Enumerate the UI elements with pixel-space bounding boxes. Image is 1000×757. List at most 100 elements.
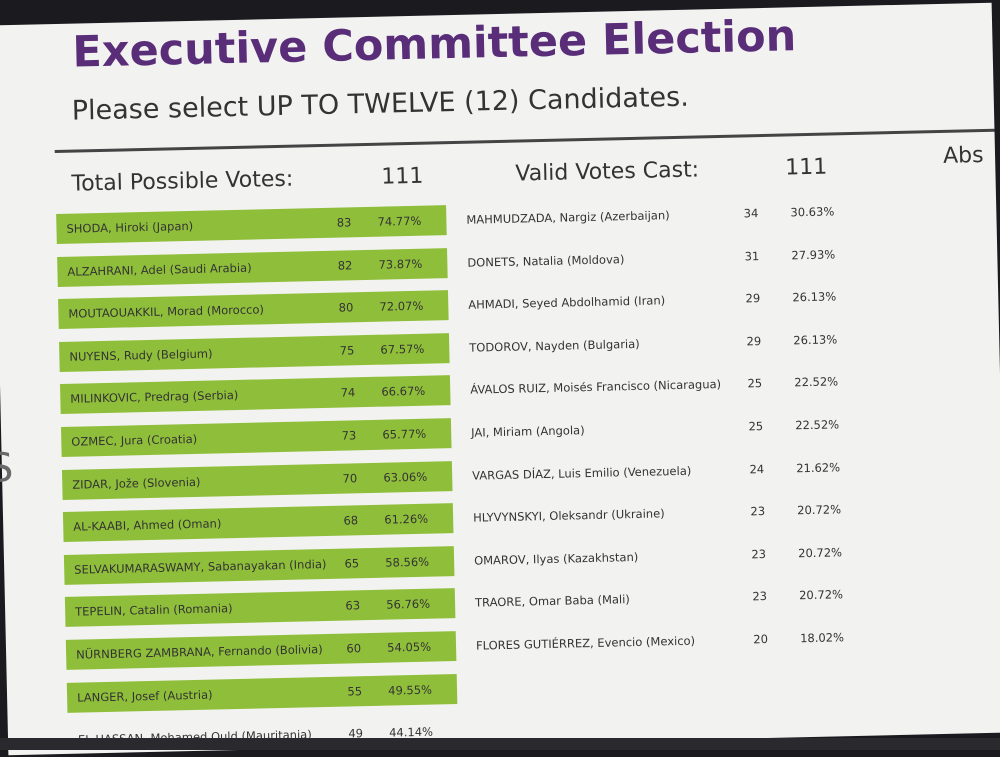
candidate-votes: 23 (752, 589, 768, 604)
candidate-percentage: 54.05% (387, 639, 432, 655)
candidate-name: MAHMUDZADA, Nargiz (Azerbaijan) (466, 208, 670, 227)
candidate-percentage: 61.26% (384, 511, 429, 527)
candidate-row: AHMADI, Seyed Abdolhamid (Iran) 29 26.13% (458, 281, 859, 320)
candidate-percentage: 73.87% (378, 256, 423, 272)
candidate-row: HLYVYNSKYI, Oleksandr (Ukraine) 23 20.72% (463, 494, 864, 533)
candidate-votes: 63 (345, 598, 361, 613)
candidate-row: ÁVALOS RUIZ, Moisés Francisco (Nicaragua… (460, 366, 861, 405)
candidate-votes: 29 (745, 291, 761, 306)
candidate-row: SHODA, Hiroki (Japan) 83 74.77% (56, 205, 447, 245)
candidate-name: FLORES GUTIÉRREZ, Evencio (Mexico) (475, 633, 696, 653)
candidate-row: OZMEC, Jura (Croatia) 73 65.77% (60, 418, 452, 457)
candidate-name: TRAORE, Omar Baba (Mali) (474, 592, 630, 611)
cropped-letter: S (0, 445, 14, 492)
candidate-percentage: 20.72% (797, 502, 842, 518)
candidate-votes: 24 (749, 461, 765, 476)
candidate-name: NÜRNBERG ZAMBRANA, Fernando (Bolivia) (75, 642, 323, 662)
candidate-name: SELVAKUMARASWAMY, Sabanayakan (India) (74, 556, 327, 577)
screen-bottom-bezel (0, 738, 1000, 750)
title-divider (54, 128, 995, 154)
valid-votes-value: 111 (785, 154, 828, 181)
candidate-votes: 68 (343, 513, 359, 528)
candidate-row: SELVAKUMARASWAMY, Sabanayakan (India) 65 5… (63, 545, 455, 585)
total-votes-label: Total Possible Votes: (71, 166, 294, 197)
candidate-name: NUYENS, Rudy (Belgium) (69, 346, 213, 364)
candidate-row: ZIDAR, Jože (Slovenia) 70 63.06% (61, 460, 453, 500)
candidate-row: AL-KAABI, Ahmed (Oman) 68 61.26% (62, 503, 454, 543)
candidate-name: TODOROV, Nayden (Bulgaria) (469, 336, 640, 355)
candidate-name: SHODA, Hiroki (Japan) (66, 218, 194, 236)
candidate-votes: 75 (339, 343, 355, 358)
candidate-votes: 29 (746, 333, 762, 349)
candidate-votes: 23 (751, 546, 767, 562)
candidate-votes: 70 (342, 470, 358, 486)
candidate-name: AL-KAABI, Ahmed (Oman) (73, 516, 222, 534)
candidate-name: VARGAS DÍAZ, Luis Emilio (Venezuela) (472, 463, 692, 483)
candidate-votes: 60 (346, 641, 362, 656)
candidate-votes: 65 (344, 556, 360, 571)
candidate-percentage: 26.13% (792, 289, 837, 305)
candidate-name: OMAROV, Ilyas (Kazakhstan) (473, 549, 639, 568)
candidate-votes: 34 (743, 206, 759, 221)
candidate-percentage: 67.57% (380, 341, 425, 357)
candidate-name: MOUTAOUAKKIL, Morad (Morocco) (68, 302, 265, 321)
candidate-votes: 25 (747, 376, 763, 391)
candidate-percentage: 20.72% (798, 545, 843, 561)
candidate-row: FLORES GUTIÉRREZ, Evencio (Mexico) 20 18.0… (466, 622, 867, 661)
candidate-name: JAI, Miriam (Angola) (471, 423, 585, 440)
candidate-name: ÁVALOS RUIZ, Moisés Francisco (Nicaragua… (470, 377, 722, 398)
candidate-votes: 74 (340, 385, 356, 401)
candidate-votes: 83 (336, 215, 352, 230)
candidate-row: ALZAHRANI, Adel (Saudi Arabia) 82 73.87% (57, 247, 448, 287)
candidate-row: LANGER, Josef (Austria) 55 49.55% (66, 673, 458, 713)
candidate-name: MILINKOVIC, Predrag (Serbia) (70, 388, 239, 407)
candidate-name: OZMEC, Jura (Croatia) (71, 431, 198, 449)
candidate-percentage: 20.72% (798, 587, 844, 603)
candidate-percentage: 30.63% (790, 204, 835, 220)
candidate-percentage: 72.07% (379, 298, 424, 314)
candidate-name: LANGER, Josef (Austria) (76, 687, 213, 705)
candidate-row: TEPELIN, Catalin (Romania) 63 56.76% (64, 588, 456, 628)
candidate-percentage: 22.52% (794, 374, 839, 390)
total-votes-value: 111 (381, 163, 424, 190)
candidate-percentage: 22.52% (795, 417, 840, 433)
candidate-row: MILINKOVIC, Predrag (Serbia) 74 66.67% (60, 375, 451, 415)
candidate-percentage: 65.77% (382, 426, 427, 442)
candidate-percentage: 21.62% (796, 459, 841, 475)
candidate-percentage: 26.13% (793, 332, 838, 348)
candidate-percentage: 49.55% (388, 682, 433, 698)
candidate-percentage: 74.77% (377, 213, 422, 229)
candidate-percentage: 63.06% (383, 469, 428, 485)
candidate-name: DONETS, Natalia (Moldova) (467, 251, 625, 270)
candidate-votes: 25 (748, 419, 764, 434)
candidate-votes: 20 (753, 631, 769, 647)
candidate-name: HLYVYNSKYI, Oleksandr (Ukraine) (472, 506, 665, 525)
candidate-name: ZIDAR, Jože (Slovenia) (72, 474, 201, 492)
candidate-row: MAHMUDZADA, Nargiz (Azerbaijan) 34 30.63% (456, 196, 857, 235)
candidate-row: NÜRNBERG ZAMBRANA, Fernando (Bolivia) 60 5… (65, 631, 457, 670)
candidate-name: ALZAHRANI, Adel (Saudi Arabia) (67, 260, 252, 279)
candidate-row: TODOROV, Nayden (Bulgaria) 29 26.13% (459, 324, 860, 363)
candidate-row: TRAORE, Omar Baba (Mali) 23 20.72% (465, 579, 866, 618)
candidate-percentage: 27.93% (791, 246, 836, 262)
candidate-row: DONETS, Natalia (Moldova) 31 27.93% (457, 238, 858, 277)
candidate-votes: 73 (341, 428, 357, 443)
candidate-name: TEPELIN, Catalin (Romania) (75, 601, 233, 620)
candidate-name: AHMADI, Seyed Abdolhamid (Iran) (468, 293, 666, 312)
candidate-votes: 31 (744, 248, 760, 264)
candidate-percentage: 56.76% (386, 597, 431, 613)
page-title: Executive Committee Election (71, 11, 797, 78)
abstentions-label: Abs (942, 142, 984, 169)
candidate-votes: 82 (337, 257, 353, 273)
page-subtitle: Please select UP TO TWELVE (12) Candidat… (71, 81, 690, 127)
candidate-percentage: 58.56% (385, 554, 430, 570)
candidate-row: JAI, Miriam (Angola) 25 22.52% (461, 409, 862, 448)
candidate-votes: 55 (347, 683, 363, 699)
valid-votes-label: Valid Votes Cast: (515, 157, 700, 187)
candidate-row: VARGAS DÍAZ, Luis Emilio (Venezuela) 24 21… (462, 451, 863, 490)
candidate-percentage: 18.02% (799, 630, 845, 646)
candidate-percentage: 66.67% (381, 384, 426, 400)
candidate-votes: 80 (338, 300, 354, 315)
candidate-row: OMAROV, Ilyas (Kazakhstan) 23 20.72% (464, 537, 865, 576)
